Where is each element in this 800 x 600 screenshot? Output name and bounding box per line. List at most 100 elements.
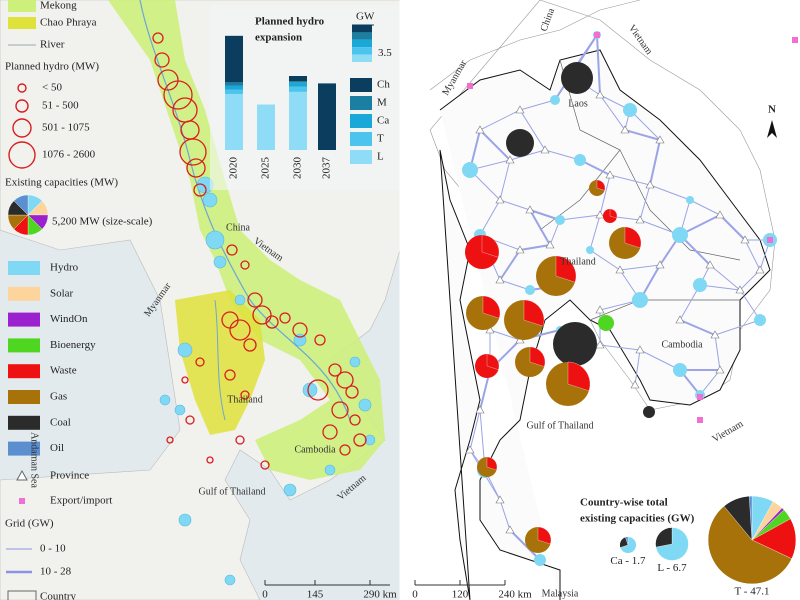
- planned-hydro-symbol: [339, 444, 351, 456]
- power-plant: [553, 322, 597, 366]
- hydro-plant: [555, 215, 565, 225]
- map-symbols: [462, 31, 798, 566]
- export-node: [697, 394, 703, 400]
- province-node: [545, 240, 555, 249]
- existing-hydro-symbol: [283, 483, 297, 497]
- legend-label: Country: [40, 591, 77, 600]
- existing-hydro-symbol: [224, 574, 236, 586]
- existing-hydro-symbol: [234, 294, 246, 306]
- planned-hydro-symbol: [185, 415, 195, 425]
- planned-hydro-symbol: [221, 311, 239, 329]
- planned-hydro-symbol: [166, 436, 174, 444]
- legend-title: Planned hydro (MW): [5, 61, 99, 73]
- grid-line-segment: [679, 319, 716, 336]
- technology-swatch: [8, 390, 40, 404]
- bar-segment: [257, 104, 275, 150]
- scale-label: 120: [452, 589, 469, 600]
- legend-swatch: [350, 132, 372, 146]
- bar-segment: [225, 35, 243, 83]
- province-node: [635, 215, 645, 224]
- legend-label: T: [377, 133, 384, 145]
- province-node: [675, 315, 685, 324]
- existing-hydro-symbol: [324, 464, 336, 476]
- legend-label: Waste: [50, 365, 77, 377]
- planned-hydro-symbol: [195, 357, 205, 367]
- place-label: Gulf of Thailand: [526, 420, 593, 431]
- scale-bar: 0 120 240 km: [412, 580, 532, 600]
- hydro-plant: [632, 292, 648, 308]
- power-plant-slice: [596, 179, 606, 191]
- province-node: [505, 155, 515, 164]
- north-arrow-shape: [767, 120, 777, 138]
- planned-hydro-symbol: [226, 244, 238, 256]
- planned-hydro-symbol: [331, 401, 349, 419]
- grid-line-segment: [689, 199, 721, 216]
- province-node: [495, 495, 505, 504]
- hydro-plant: [623, 103, 637, 117]
- province-node: [515, 245, 525, 254]
- planned-hydro-symbol: [336, 371, 354, 389]
- legend-label: 1076 - 2600: [42, 149, 96, 161]
- legend: Mekong Chao Phraya River Planned hydro (MW)…: [5, 0, 153, 600]
- planned-hydro-symbol: [154, 52, 170, 68]
- planned-hydro-symbol: [328, 363, 342, 377]
- inset-title: Planned hydro: [255, 16, 325, 28]
- planned-hydro-symbol: [157, 69, 179, 91]
- grid-line-segment: [519, 244, 551, 251]
- grid-line-segment: [559, 214, 601, 221]
- scale-label: 0: [412, 589, 418, 600]
- power-plant: [643, 406, 655, 418]
- legend-label: Chao Phraya: [40, 17, 97, 29]
- power-plant-slice: [481, 234, 500, 258]
- legend-label: Mekong: [40, 0, 77, 12]
- scale-gradient: [352, 47, 372, 55]
- technology-swatch: [8, 312, 40, 327]
- scale-gradient: [352, 32, 372, 40]
- province-node: [755, 265, 765, 274]
- grid-line-segment: [599, 94, 626, 131]
- legend-title: Grid (GW): [5, 518, 54, 530]
- grid-line-segment: [499, 249, 521, 281]
- place-label: Thailand: [560, 256, 596, 267]
- size-symbol: [12, 118, 32, 138]
- province-node: [630, 380, 640, 389]
- province-node: [740, 235, 750, 244]
- basin-swatch: [8, 17, 36, 29]
- legend-label: L: [377, 151, 384, 163]
- bar-segment: [225, 93, 243, 150]
- pie-outline: [707, 495, 797, 585]
- grid-line-segment: [714, 334, 721, 371]
- power-plant-slice: [529, 346, 546, 367]
- bar-segment: [289, 91, 307, 150]
- planned-hydro-symbol: [179, 138, 207, 166]
- grid-line-segment: [499, 159, 511, 201]
- planned-hydro-symbol: [163, 80, 193, 110]
- planned-hydro-symbol: [224, 369, 236, 381]
- country-swatch: [7, 590, 37, 600]
- pie-outline: [619, 536, 637, 554]
- planned-hydro-symbol: [235, 435, 245, 445]
- planned-hydro-symbol: [279, 312, 291, 324]
- mekong-basin: [108, 0, 385, 480]
- map-symbols: [152, 32, 376, 586]
- basin-swatch: [8, 0, 36, 12]
- totals-title: existing capacities (GW): [580, 513, 695, 525]
- power-plant-slice: [482, 295, 501, 319]
- legend-label: 10 - 28: [40, 566, 72, 578]
- power-plant-slice: [555, 255, 577, 283]
- scale-label: 0: [262, 589, 268, 600]
- province-node: [605, 170, 615, 179]
- export-node: [697, 417, 703, 423]
- legend-label: Ch: [377, 79, 390, 91]
- bar-segment: [225, 82, 243, 86]
- scale-gradient: [352, 54, 372, 62]
- place-label: Gulf of Thailand: [198, 486, 265, 497]
- planned-hydro-symbol: [247, 292, 263, 308]
- grid-line-segment: [599, 174, 611, 216]
- grid-line-segment: [634, 349, 641, 386]
- export-node: [767, 237, 773, 243]
- existing-hydro-symbol: [364, 434, 376, 446]
- grid-line-segment: [599, 344, 641, 351]
- grid-line-segment: [639, 184, 651, 221]
- legend-label: Oil: [50, 442, 64, 454]
